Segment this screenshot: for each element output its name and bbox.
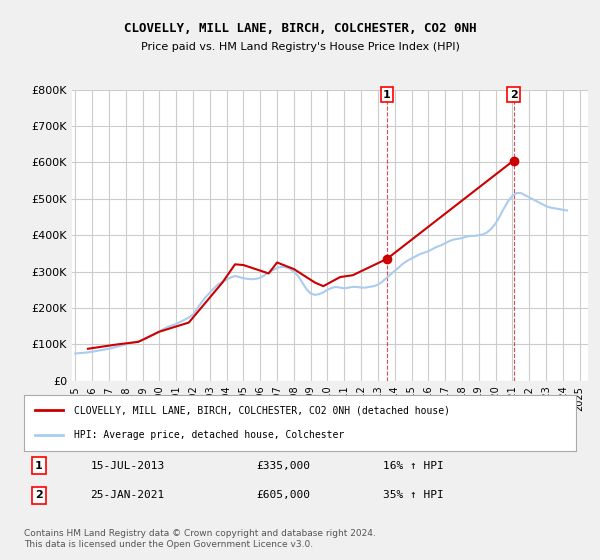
Text: 2: 2 — [35, 490, 43, 500]
Text: 35% ↑ HPI: 35% ↑ HPI — [383, 490, 443, 500]
Text: 1: 1 — [35, 461, 43, 471]
Text: HPI: Average price, detached house, Colchester: HPI: Average price, detached house, Colc… — [74, 430, 344, 440]
Text: CLOVELLY, MILL LANE, BIRCH, COLCHESTER, CO2 0NH: CLOVELLY, MILL LANE, BIRCH, COLCHESTER, … — [124, 22, 476, 35]
Text: £605,000: £605,000 — [256, 490, 310, 500]
Text: Price paid vs. HM Land Registry's House Price Index (HPI): Price paid vs. HM Land Registry's House … — [140, 42, 460, 52]
Text: £335,000: £335,000 — [256, 461, 310, 471]
Text: CLOVELLY, MILL LANE, BIRCH, COLCHESTER, CO2 0NH (detached house): CLOVELLY, MILL LANE, BIRCH, COLCHESTER, … — [74, 405, 449, 416]
Text: 2: 2 — [509, 90, 517, 100]
Text: 15-JUL-2013: 15-JUL-2013 — [90, 461, 164, 471]
Text: 16% ↑ HPI: 16% ↑ HPI — [383, 461, 443, 471]
Text: 25-JAN-2021: 25-JAN-2021 — [90, 490, 164, 500]
Text: Contains HM Land Registry data © Crown copyright and database right 2024.
This d: Contains HM Land Registry data © Crown c… — [24, 529, 376, 549]
Text: 1: 1 — [383, 90, 391, 100]
